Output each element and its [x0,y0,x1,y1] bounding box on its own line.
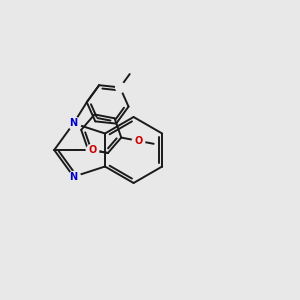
Text: N: N [70,118,78,128]
Text: O: O [134,136,142,146]
Text: O: O [88,145,96,155]
Text: N: N [70,172,78,182]
